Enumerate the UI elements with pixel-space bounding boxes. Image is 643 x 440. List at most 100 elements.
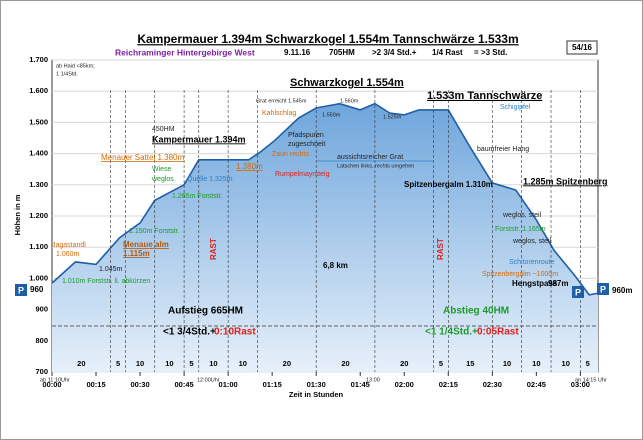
segment-duration: 5 bbox=[439, 359, 443, 368]
y-tick-label: 900 bbox=[35, 305, 48, 314]
segment-duration: 20 bbox=[283, 359, 291, 368]
annotation: ab 11:10Uhr bbox=[40, 377, 70, 383]
annotation: Schwarzkogel 1.554m bbox=[290, 77, 404, 89]
y-tick-label: 1.000 bbox=[29, 273, 48, 282]
annotation: aussichtsreicher Grat bbox=[337, 154, 403, 161]
subtitle: 9.11.16 bbox=[284, 48, 311, 57]
x-axis-label: Zeit in Stunden bbox=[289, 390, 344, 399]
segment-duration: 20 bbox=[77, 359, 85, 368]
annotation: 0:10Rast bbox=[214, 327, 256, 338]
annotation: <1 1/4Std.+ bbox=[425, 327, 478, 338]
segment-duration: 10 bbox=[209, 359, 217, 368]
y-tick-label: 1.200 bbox=[29, 211, 48, 220]
annotation: 1.560m bbox=[340, 98, 359, 104]
annotation: 1.380m bbox=[236, 162, 263, 171]
annotation: Wiese bbox=[152, 166, 172, 173]
annotation: Zaun rechts bbox=[272, 151, 309, 158]
x-tick-label: 01:15 bbox=[263, 380, 282, 389]
subtitle: >2 3/4 Std.+ bbox=[372, 48, 417, 57]
parking-box bbox=[15, 284, 27, 296]
annotation: 1.285m Spitzenberg bbox=[523, 176, 608, 186]
annotation: baumfreier Hang bbox=[477, 146, 529, 153]
annotation: <1 3/4Std.+ bbox=[163, 327, 216, 338]
annotation: 1.060m bbox=[56, 251, 80, 258]
y-tick-label: 1.500 bbox=[29, 117, 48, 126]
annotation: ab Haid <85km; bbox=[56, 63, 95, 69]
elevation-area bbox=[52, 103, 598, 372]
segment-duration: 15 bbox=[466, 359, 474, 368]
segment-duration: 10 bbox=[503, 359, 511, 368]
annotation: 1.150m Forststr. bbox=[129, 228, 180, 235]
x-tick-label: 01:45 bbox=[351, 380, 370, 389]
y-tick-label: 700 bbox=[35, 367, 48, 376]
y-tick-label: 1.700 bbox=[29, 55, 48, 64]
annotation: 960 bbox=[30, 285, 44, 294]
segment-duration: 10 bbox=[562, 359, 570, 368]
subtitle: 1/4 Rast bbox=[432, 48, 463, 57]
x-tick-label: 00:45 bbox=[175, 380, 194, 389]
subtitle: = >3 Std. bbox=[474, 48, 507, 57]
x-tick-label: 02:15 bbox=[439, 380, 458, 389]
annotation: 1.265m Forststr. bbox=[172, 193, 223, 200]
annotation: 1.045m bbox=[99, 266, 123, 273]
annotation: Aufstieg 665HM bbox=[168, 306, 243, 317]
annotation: 960m bbox=[612, 286, 632, 295]
segment-duration: 5 bbox=[189, 359, 193, 368]
annotation: Hengstpass bbox=[512, 279, 558, 288]
annotation: RAST bbox=[209, 238, 218, 260]
annotation: zugeschneit bbox=[288, 141, 325, 148]
annotation: Abstieg 40HM bbox=[443, 306, 509, 317]
segment-duration: 10 bbox=[165, 359, 173, 368]
annotation: Pfadspuren bbox=[288, 132, 324, 139]
annotation: P bbox=[575, 287, 581, 297]
badge: 54/16 bbox=[572, 43, 593, 52]
annotation: 1.525m bbox=[383, 114, 402, 120]
y-tick-label: 1.600 bbox=[29, 86, 48, 95]
annotation: Schitorenroute bbox=[509, 259, 555, 266]
annotation: Menaue alm bbox=[123, 240, 169, 249]
annotation: 1.550m bbox=[322, 112, 341, 118]
x-tick-label: 00:15 bbox=[86, 380, 105, 389]
annotation: Schigipfel bbox=[500, 104, 531, 111]
x-tick-label: 03:00 bbox=[571, 380, 590, 389]
annotation: 1.533m Tannschwärze bbox=[427, 90, 542, 102]
x-tick-label: 02:00 bbox=[395, 380, 414, 389]
annotation: RAST bbox=[436, 238, 445, 260]
annotation: Spitzenbergalm ~1000m bbox=[482, 271, 558, 278]
annotation: Jagastandl bbox=[52, 242, 86, 249]
elevation-line bbox=[51, 102, 599, 296]
annotation: 450HM bbox=[152, 126, 175, 133]
annotation: weglos, steil bbox=[502, 212, 542, 219]
y-tick-label: 1.100 bbox=[29, 242, 48, 251]
annotation: P bbox=[18, 285, 24, 295]
segment-duration: 20 bbox=[341, 359, 349, 368]
segment-duration: 10 bbox=[239, 359, 247, 368]
annotation: 6,8 km bbox=[323, 261, 348, 270]
parking-box bbox=[597, 283, 609, 295]
segment-duration: 5 bbox=[116, 359, 120, 368]
annotation: 12:00Uhr bbox=[197, 377, 220, 383]
annotation: Menauer Sattel 1.380m bbox=[101, 153, 184, 162]
annotation: Latschen links, rechts umgehen bbox=[337, 163, 414, 169]
annotation: weglos bbox=[151, 176, 174, 183]
annotation: 13:00 bbox=[366, 377, 380, 383]
annotation: Kampermauer 1.394m bbox=[152, 134, 246, 144]
annotation: 1 1/4Std. bbox=[56, 71, 78, 77]
y-tick-label: 800 bbox=[35, 336, 48, 345]
annotation: P bbox=[600, 284, 606, 294]
annotation: 987m bbox=[548, 279, 568, 288]
x-tick-label: 00:00 bbox=[42, 380, 61, 389]
y-tick-label: 1.400 bbox=[29, 149, 48, 158]
segment-duration: 10 bbox=[136, 359, 144, 368]
title: Kampermauer 1.394m Schwarzkogel 1.554m T… bbox=[137, 32, 518, 46]
x-tick-label: 02:30 bbox=[483, 380, 502, 389]
annotation: 0:05Rast bbox=[477, 327, 519, 338]
x-tick-label: 02:45 bbox=[527, 380, 546, 389]
segment-duration: 10 bbox=[532, 359, 540, 368]
subtitle: Reichraminger Hintergebirge West bbox=[115, 47, 255, 57]
annotation: Rumpelmayrsteig bbox=[275, 171, 330, 178]
subtitle: 705HM bbox=[329, 48, 355, 57]
annotation: 1.115m bbox=[123, 249, 150, 258]
x-tick-label: 01:00 bbox=[219, 380, 238, 389]
